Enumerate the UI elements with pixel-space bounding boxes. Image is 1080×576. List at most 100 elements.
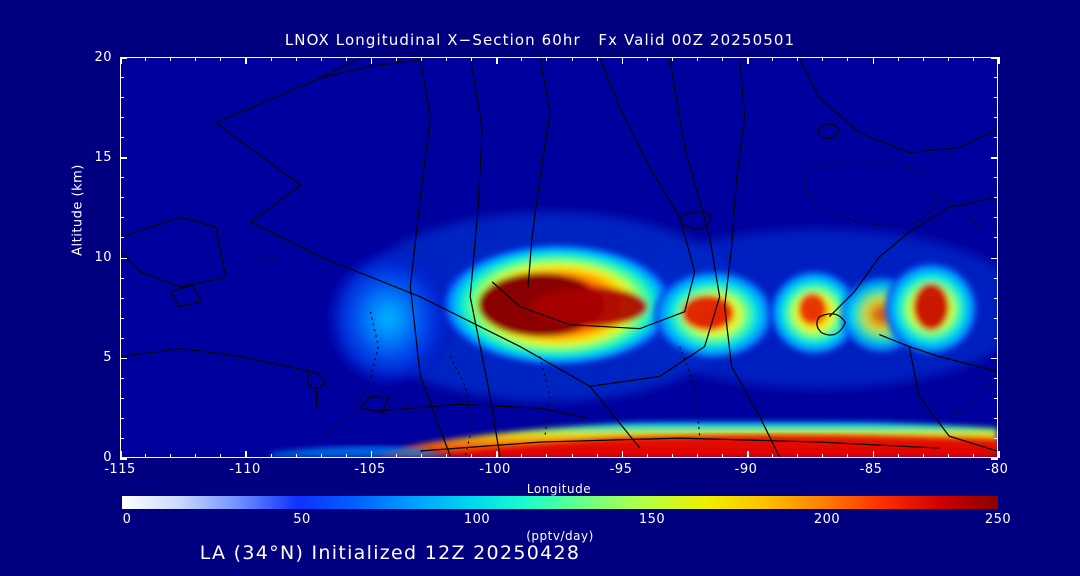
y-tick-minor-right [994,177,998,179]
y-tick-minor [120,257,124,259]
x-tick-minor [571,454,573,458]
x-tick-minor [872,454,874,458]
x-tick-minor-top [395,57,397,61]
y-tick-label: 0 [103,450,112,465]
y-tick-minor-right [994,197,998,199]
y-tick-minor [120,397,124,399]
y-tick-minor-right [994,97,998,99]
x-tick-minor [747,454,749,458]
y-tick-minor [120,357,124,359]
y-tick-minor [120,277,124,279]
x-tick-minor [220,454,222,458]
x-tick-minor [295,454,297,458]
y-tick-minor [120,177,124,179]
y-tick-minor [120,197,124,199]
x-tick-minor-top [521,57,523,61]
x-tick-minor [696,454,698,458]
y-tick-minor-right [994,237,998,239]
x-tick-minor [822,454,824,458]
x-tick-minor [797,454,799,458]
colorbar-units-label: (pptv/day) [526,529,594,543]
x-tick-minor [546,454,548,458]
x-tick-label: -90 [734,462,758,477]
y-tick-minor [120,337,124,339]
y-tick-minor-right [994,377,998,379]
x-tick-minor-top [696,57,698,61]
y-tick-minor-right [994,217,998,219]
cross-section-plot-area [120,57,998,458]
x-tick-minor [145,454,147,458]
x-tick-minor [671,454,673,458]
x-tick-minor-top [922,57,924,61]
y-tick-minor [120,137,124,139]
x-tick-minor [922,454,924,458]
y-tick-minor [120,157,124,159]
colorbar-tick-label: 250 [984,512,1012,527]
y-tick-minor-right [994,397,998,399]
x-tick-minor-top [471,57,473,61]
x-tick-minor [897,454,899,458]
y-axis-label: Altitude (km) [70,164,86,256]
x-tick-minor-top [822,57,824,61]
x-tick-label: -95 [609,462,633,477]
y-tick-minor-right [994,437,998,439]
x-tick-minor [170,454,172,458]
y-tick-minor [120,77,124,79]
y-tick-minor [120,57,124,58]
y-tick-minor [120,437,124,439]
colorbar-tick-label: 50 [293,512,311,527]
y-tick-minor [120,97,124,99]
x-tick-label: -85 [859,462,883,477]
y-tick-minor-right [994,417,998,419]
y-tick-label: 20 [94,50,112,65]
x-tick-minor-top [772,57,774,61]
x-tick-minor [621,454,623,458]
x-tick-minor [120,454,121,458]
x-tick-minor-top [270,57,272,61]
y-tick-minor-right [994,297,998,299]
colorbar-tick-label: 150 [638,512,666,527]
lnox-heatmap-field [121,58,997,457]
x-tick-minor-top [998,57,999,61]
x-tick-minor [496,454,498,458]
x-tick-minor-top [596,57,598,61]
contour-dashed-overlay [260,160,990,457]
x-tick-minor-top [120,57,121,61]
x-tick-minor [972,454,974,458]
x-tick-minor [847,454,849,458]
colorbar-tick-label: 200 [813,512,841,527]
x-tick-minor-top [195,57,197,61]
x-tick-minor [998,454,999,458]
x-tick-label: -100 [479,462,511,477]
y-tick-minor-right [994,117,998,119]
x-tick-label: -80 [985,462,1009,477]
x-tick-minor [421,454,423,458]
y-tick-label: 5 [103,350,112,365]
y-tick-minor [120,237,124,239]
y-tick-minor-right [994,317,998,319]
x-tick-minor [320,454,322,458]
x-axis-label: Longitude [526,482,592,496]
x-tick-minor-top [546,57,548,61]
x-tick-minor [446,454,448,458]
x-tick-minor-top [671,57,673,61]
y-tick-minor-right [994,257,998,259]
x-tick-minor-top [797,57,799,61]
x-tick-minor-top [722,57,724,61]
x-tick-minor [345,454,347,458]
x-tick-minor-top [947,57,949,61]
y-tick-minor [120,297,124,299]
y-tick-minor [120,117,124,119]
x-tick-minor [270,454,272,458]
x-tick-minor-top [145,57,147,61]
x-tick-minor [772,454,774,458]
x-tick-minor-top [345,57,347,61]
x-tick-minor-top [295,57,297,61]
y-tick-minor-right [994,77,998,79]
x-tick-minor [395,454,397,458]
x-tick-minor-top [571,57,573,61]
x-tick-minor [195,454,197,458]
y-tick-minor-right [994,137,998,139]
y-tick-minor-right [994,337,998,339]
